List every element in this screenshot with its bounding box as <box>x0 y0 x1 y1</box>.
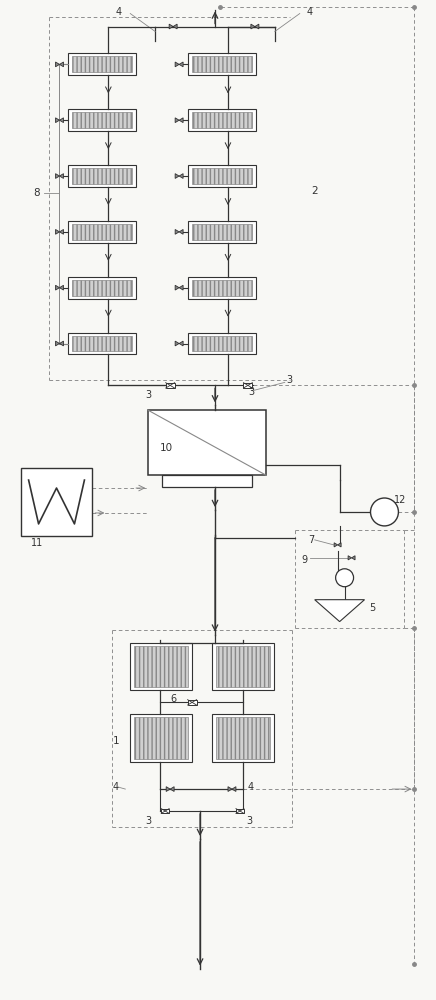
Polygon shape <box>55 341 59 346</box>
Polygon shape <box>179 341 183 346</box>
Polygon shape <box>179 174 183 178</box>
Polygon shape <box>166 787 170 791</box>
Bar <box>130 714 192 762</box>
Bar <box>72 224 132 240</box>
Text: 3: 3 <box>246 816 252 826</box>
Polygon shape <box>170 787 174 791</box>
Bar <box>188 333 256 354</box>
Polygon shape <box>59 118 64 123</box>
Bar <box>68 165 136 187</box>
Polygon shape <box>175 341 179 346</box>
Polygon shape <box>175 62 179 67</box>
Polygon shape <box>179 285 183 290</box>
Bar <box>134 646 188 687</box>
Bar <box>68 53 136 75</box>
Text: 8: 8 <box>33 188 40 198</box>
Bar <box>188 109 256 131</box>
Polygon shape <box>337 543 341 547</box>
Polygon shape <box>179 229 183 234</box>
Polygon shape <box>173 24 177 29</box>
Bar <box>162 475 252 487</box>
Bar <box>192 112 252 128</box>
Text: 3: 3 <box>145 390 151 400</box>
Bar <box>216 717 270 759</box>
Bar <box>188 277 256 299</box>
Polygon shape <box>232 787 236 791</box>
Bar <box>243 383 252 388</box>
Polygon shape <box>175 229 179 234</box>
Bar <box>192 168 252 184</box>
Polygon shape <box>55 118 59 123</box>
Bar <box>68 277 136 299</box>
Polygon shape <box>334 543 337 547</box>
Text: 6: 6 <box>170 694 176 704</box>
Bar <box>72 112 132 128</box>
Text: 4: 4 <box>307 7 313 17</box>
Text: 3: 3 <box>248 387 254 397</box>
Polygon shape <box>175 174 179 178</box>
Bar <box>216 646 270 687</box>
Polygon shape <box>59 285 64 290</box>
Bar <box>20 468 92 536</box>
Text: 5: 5 <box>370 603 376 613</box>
Text: 4: 4 <box>248 782 254 792</box>
Polygon shape <box>59 174 64 178</box>
Polygon shape <box>348 556 351 560</box>
Text: 7: 7 <box>308 535 314 545</box>
Text: 12: 12 <box>395 495 407 505</box>
Polygon shape <box>315 600 364 622</box>
Bar <box>187 700 197 705</box>
Bar <box>72 56 132 72</box>
Text: 4: 4 <box>112 782 119 792</box>
Bar <box>212 643 274 690</box>
Bar <box>130 643 192 690</box>
Polygon shape <box>169 24 173 29</box>
Polygon shape <box>59 229 64 234</box>
Text: 10: 10 <box>160 443 173 453</box>
Bar <box>188 221 256 243</box>
Text: 3: 3 <box>287 375 293 385</box>
Polygon shape <box>59 62 64 67</box>
Polygon shape <box>175 118 179 123</box>
Bar <box>72 280 132 296</box>
Polygon shape <box>55 174 59 178</box>
Bar <box>192 224 252 240</box>
Bar <box>236 809 244 813</box>
Polygon shape <box>255 24 259 29</box>
Bar <box>192 280 252 296</box>
Text: 11: 11 <box>31 538 43 548</box>
Bar <box>166 383 175 388</box>
Text: 1: 1 <box>112 736 119 746</box>
Polygon shape <box>59 341 64 346</box>
Polygon shape <box>175 285 179 290</box>
Bar <box>68 109 136 131</box>
Polygon shape <box>179 118 183 123</box>
Bar <box>134 717 188 759</box>
Bar <box>68 221 136 243</box>
Polygon shape <box>55 285 59 290</box>
Bar <box>188 165 256 187</box>
Bar <box>148 410 266 475</box>
Bar <box>72 336 132 351</box>
Bar <box>192 336 252 351</box>
Bar <box>161 809 169 813</box>
Bar <box>68 333 136 354</box>
Polygon shape <box>228 787 232 791</box>
Bar <box>192 56 252 72</box>
Polygon shape <box>55 62 59 67</box>
Bar <box>212 714 274 762</box>
Polygon shape <box>351 556 355 560</box>
Text: 2: 2 <box>311 186 318 196</box>
Text: 9: 9 <box>302 555 308 565</box>
Polygon shape <box>179 62 183 67</box>
Text: 4: 4 <box>115 7 121 17</box>
Polygon shape <box>251 24 255 29</box>
Polygon shape <box>55 229 59 234</box>
Text: 3: 3 <box>145 816 151 826</box>
Circle shape <box>336 569 354 587</box>
Bar <box>72 168 132 184</box>
Circle shape <box>371 498 399 526</box>
Bar <box>188 53 256 75</box>
